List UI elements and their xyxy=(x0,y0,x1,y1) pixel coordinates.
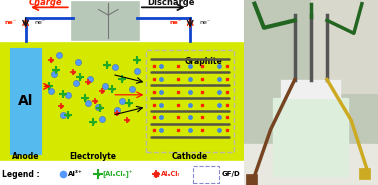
Text: Charge: Charge xyxy=(28,0,62,7)
Text: Legend :: Legend : xyxy=(2,170,40,179)
Text: Al: Al xyxy=(18,94,33,108)
Bar xyxy=(71,1,139,40)
Text: ne⁻: ne⁻ xyxy=(199,20,211,26)
Bar xyxy=(281,80,341,98)
Bar xyxy=(359,168,370,179)
Text: GF/D: GF/D xyxy=(222,171,241,177)
Text: Anode: Anode xyxy=(12,152,39,161)
Text: Graphite: Graphite xyxy=(184,57,222,65)
Text: AlₐClₗ: AlₐClₗ xyxy=(161,171,180,177)
Bar xyxy=(0,39,244,161)
Text: [AlₐClₙ]⁺: [AlₐClₙ]⁺ xyxy=(102,170,133,178)
Bar xyxy=(0,161,244,185)
Text: ne⁻: ne⁻ xyxy=(5,20,17,26)
Text: Electrolyte: Electrolyte xyxy=(69,152,116,161)
Bar xyxy=(146,50,234,152)
Bar xyxy=(311,0,378,92)
Text: Cathode: Cathode xyxy=(172,152,208,161)
Bar xyxy=(193,166,219,182)
Bar xyxy=(246,174,257,185)
Bar xyxy=(0,0,244,41)
Text: ne⁻: ne⁻ xyxy=(170,20,181,26)
Bar xyxy=(10,48,42,154)
Text: ne⁻: ne⁻ xyxy=(35,20,46,26)
Bar xyxy=(244,144,378,185)
Text: Al³⁺: Al³⁺ xyxy=(68,171,83,177)
Text: Discharge: Discharge xyxy=(147,0,194,7)
Bar xyxy=(273,98,349,176)
